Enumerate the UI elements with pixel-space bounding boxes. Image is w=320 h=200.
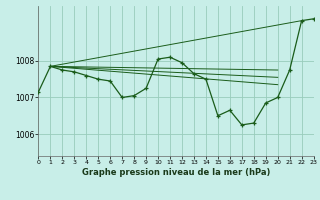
X-axis label: Graphe pression niveau de la mer (hPa): Graphe pression niveau de la mer (hPa) bbox=[82, 168, 270, 177]
